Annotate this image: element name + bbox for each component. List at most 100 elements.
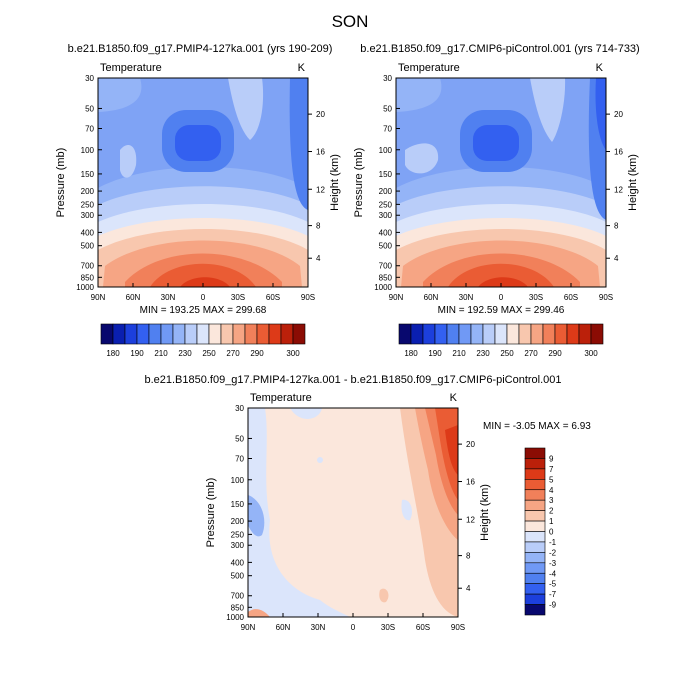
colorbar-swatch	[196, 323, 210, 345]
colorbar-label: 2	[549, 507, 554, 516]
colorbar-swatch	[524, 510, 546, 522]
colorbar-swatch	[524, 572, 546, 584]
panel-left-title: b.e21.B1850.f09_g17.PMIP4-127ka.001 (yrs…	[68, 43, 333, 55]
figure-title: SON	[332, 12, 369, 31]
colorbar-swatch	[398, 323, 412, 345]
lat-tick-label: 60N	[424, 293, 439, 302]
y-axis-label-right: Height (km)	[627, 154, 639, 211]
height-tick-label: 16	[614, 148, 623, 157]
lat-tick-label: 0	[351, 623, 356, 632]
lat-tick-label: 60S	[416, 623, 430, 632]
colorbar-swatch	[100, 323, 114, 345]
colorbar-swatch	[292, 323, 306, 345]
pressure-tick-label: 1000	[76, 283, 94, 292]
colorbar-label: 300	[286, 349, 300, 358]
lat-tick-label: 60N	[126, 293, 141, 302]
pressure-tick-label: 500	[231, 572, 245, 581]
colorbar-swatch	[458, 323, 472, 345]
colorbar-label: 3	[549, 496, 554, 505]
lat-tick-label: 30N	[459, 293, 474, 302]
colorbar-label: 7	[549, 465, 554, 474]
height-tick-label: 20	[614, 110, 623, 119]
pressure-tick-label: 200	[231, 517, 245, 526]
pressure-tick-label: 300	[379, 211, 393, 220]
pressure-tick-label: 70	[85, 125, 94, 134]
colorbar-swatch	[524, 562, 546, 574]
colorbar-label: 9	[549, 454, 554, 463]
panel-diff-minmax: MIN = -3.05 MAX = 6.93	[483, 421, 591, 432]
pressure-tick-label: 150	[231, 500, 245, 509]
colorbar-label: 210	[452, 349, 466, 358]
colorbar-label: 250	[500, 349, 514, 358]
pressure-tick-label: 850	[231, 603, 245, 612]
pressure-tick-label: 250	[231, 530, 245, 539]
colorbar-label: 4	[549, 486, 554, 495]
colorbar-swatch	[422, 323, 436, 345]
colorbar-swatch	[578, 323, 592, 345]
colorbar-label: 290	[548, 349, 562, 358]
colorbar-swatch	[208, 323, 222, 345]
pressure-tick-label: 500	[379, 242, 393, 251]
lat-tick-label: 60N	[276, 623, 291, 632]
colorbar-label: -4	[549, 569, 557, 578]
pressure-tick-label: 300	[231, 541, 245, 550]
colorbar-swatch	[160, 323, 174, 345]
colorbar-swatch	[524, 520, 546, 532]
colorbar-swatch	[410, 323, 424, 345]
panel-right-variable: Temperature	[398, 62, 460, 74]
colorbar-label: -9	[549, 601, 557, 610]
colorbar-swatch	[566, 323, 580, 345]
colorbar-swatch	[524, 604, 546, 616]
pressure-tick-label: 300	[81, 211, 95, 220]
colorbar-swatch	[136, 323, 150, 345]
colorbar-swatch	[482, 323, 496, 345]
colorbar-swatch	[434, 323, 448, 345]
colorbar-swatch	[494, 323, 508, 345]
panel-diff: b.e21.B1850.f09_g17.PMIP4-127ka.001 - b.…	[144, 374, 591, 618]
lat-tick-label: 90N	[91, 293, 106, 302]
colorbar-label: 1	[549, 517, 554, 526]
colorbar-swatch	[506, 323, 520, 345]
lat-tick-label: 60S	[266, 293, 280, 302]
lat-tick-label: 90S	[301, 293, 315, 302]
pressure-tick-label: 1000	[374, 283, 392, 292]
panel-diff-units: K	[450, 392, 458, 404]
pressure-tick-label: 700	[379, 262, 393, 271]
colorbar-label: -3	[549, 559, 557, 568]
pressure-tick-label: 400	[379, 228, 393, 237]
colorbar-swatch	[524, 458, 546, 470]
colorbar-label: 230	[178, 349, 192, 358]
colorbar-swatch	[524, 583, 546, 595]
pressure-tick-label: 30	[85, 74, 94, 83]
panel-left-field	[98, 78, 308, 287]
height-tick-label: 12	[614, 185, 623, 194]
panel-right-field	[396, 78, 606, 287]
pressure-tick-label: 700	[81, 262, 95, 271]
pressure-tick-label: 1000	[226, 613, 244, 622]
height-tick-label: 12	[466, 515, 475, 524]
colorbar-label: 210	[154, 349, 168, 358]
lat-tick-label: 90S	[599, 293, 613, 302]
y-axis-label-right: Height (km)	[479, 484, 491, 541]
panel-diff-title: b.e21.B1850.f09_g17.PMIP4-127ka.001 - b.…	[144, 374, 561, 386]
colorbar-swatch	[124, 323, 138, 345]
colorbar-label: 180	[404, 349, 418, 358]
colorbar-swatch	[524, 593, 546, 605]
lat-tick-label: 30S	[381, 623, 395, 632]
height-tick-label: 8	[614, 222, 619, 231]
height-tick-label: 12	[316, 185, 325, 194]
pressure-tick-label: 200	[81, 187, 95, 196]
colorbar-swatch	[554, 323, 568, 345]
lat-tick-label: 90N	[241, 623, 256, 632]
lat-tick-label: 0	[499, 293, 504, 302]
colorbar-swatch	[542, 323, 556, 345]
colorbar-label: -2	[549, 548, 557, 557]
panel-left-units: K	[298, 62, 306, 74]
colorbar-swatch	[524, 499, 546, 511]
colorbar-swatch	[220, 323, 234, 345]
height-tick-label: 20	[316, 110, 325, 119]
panel-right: b.e21.B1850.f09_g17.CMIP6-piControl.001 …	[360, 43, 640, 288]
lat-tick-label: 30N	[311, 623, 326, 632]
